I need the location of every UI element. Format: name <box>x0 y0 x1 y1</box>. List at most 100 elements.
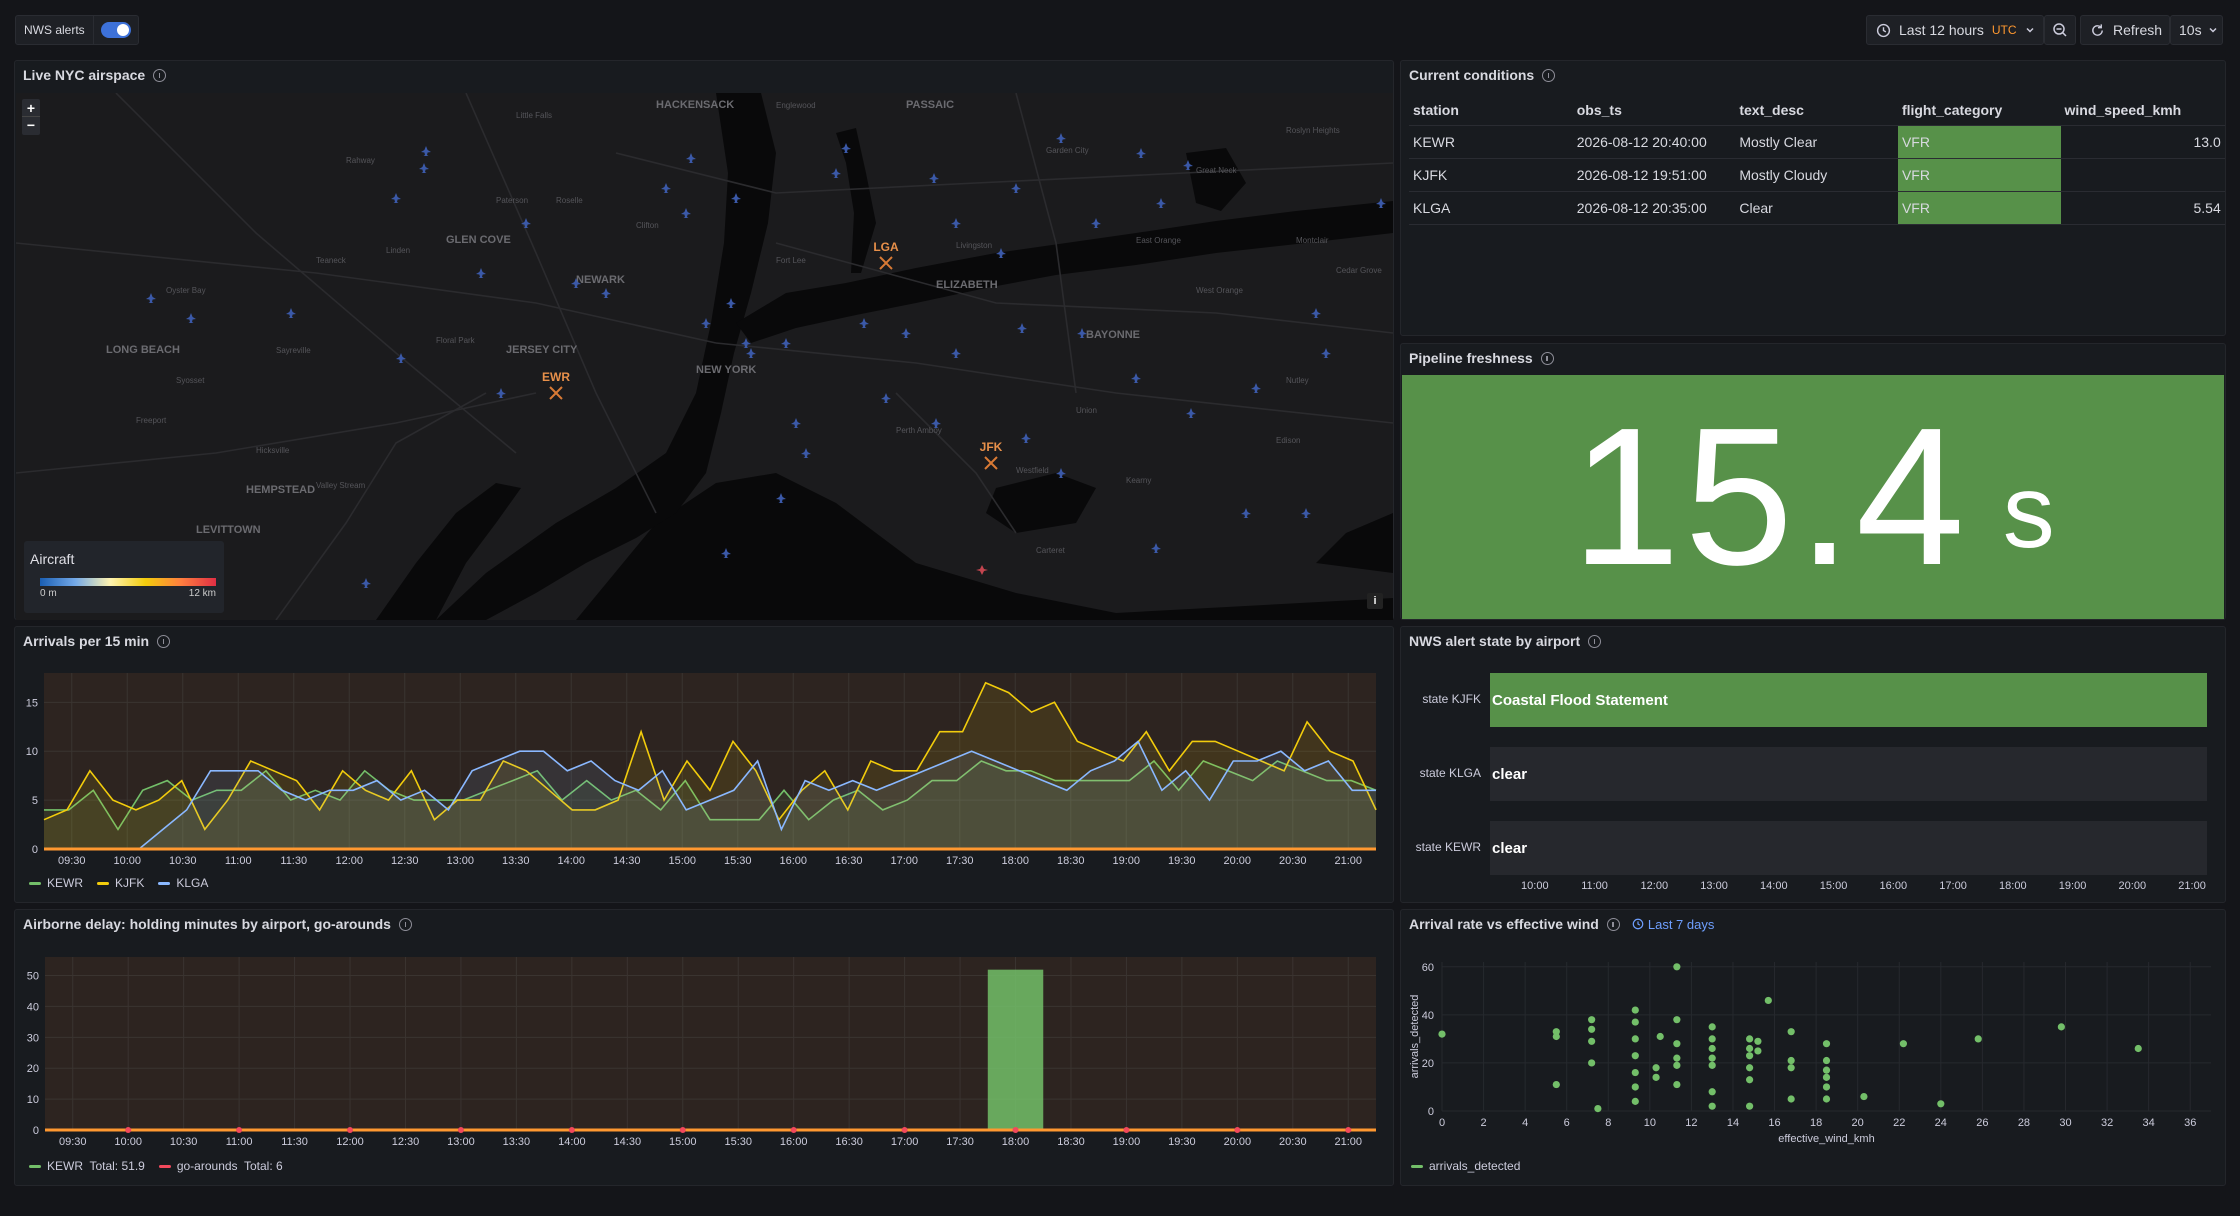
series-line <box>43 681 1377 831</box>
x-tick-label: 13:00 <box>446 855 474 867</box>
aircraft-marker <box>776 493 786 503</box>
x-tick-label: 13:00 <box>1700 880 1728 892</box>
x-tick-label: 19:00 <box>1113 1136 1141 1148</box>
legend-item-klga[interactable]: KLGA <box>158 876 208 890</box>
scatter-point <box>1673 1054 1681 1062</box>
column-header[interactable]: flight_category <box>1897 95 2061 126</box>
y-tick-label: 10 <box>26 746 38 758</box>
info-icon[interactable] <box>157 634 171 648</box>
scatter-point <box>1746 1044 1754 1053</box>
panel-title-text: Current conditions <box>1409 67 1535 83</box>
state-row-label: state KLGA <box>1419 766 1481 780</box>
road <box>16 242 717 344</box>
aircraft-marker <box>1056 133 1066 143</box>
column-header[interactable]: station <box>1409 95 1573 126</box>
x-tick-label: 4 <box>1522 1117 1528 1129</box>
refresh-interval-picker[interactable]: 10s <box>2170 15 2223 45</box>
place-label: Hicksville <box>256 446 290 455</box>
x-tick-label: 19:00 <box>1112 855 1140 867</box>
arrivals-chart[interactable]: 0 5 10 15 09:30 10:00 10:30 11:00 11:30 12:00 12:3… <box>15 627 1395 904</box>
scatter-point <box>1708 1035 1716 1043</box>
info-icon[interactable] <box>1540 351 1554 365</box>
aircraft-marker <box>801 448 811 458</box>
scatter-point <box>1860 1092 1868 1101</box>
legend-item-arrivals-detected[interactable]: arrivals_detected <box>1411 1159 1520 1173</box>
x-tick-label: 20:00 <box>1224 1136 1252 1148</box>
aircraft-marker <box>1186 408 1196 418</box>
map-canvas[interactable]: HACKENSACK Englewood Little Falls PASSAIC Pa… <box>16 93 1393 620</box>
legend-item-kewr[interactable]: KEWR Total: 51.9 <box>29 1159 145 1173</box>
series-line <box>44 759 1377 831</box>
refresh-interval-value: 10s <box>2179 22 2202 38</box>
cell-text-desc: Mostly Cloudy <box>1735 158 1898 192</box>
airport-label: JFK <box>980 440 1003 454</box>
x-tick-label: 17:30 <box>946 855 974 867</box>
column-header[interactable]: obs_ts <box>1572 95 1736 126</box>
legend-min: 0 m <box>40 588 57 599</box>
info-icon[interactable] <box>398 917 412 931</box>
info-icon[interactable] <box>1588 634 1602 648</box>
delay-chart[interactable]: 0 10 20 30 40 50 09:30 10:00 10:30 11:00 11:30 12:0… <box>15 910 1395 1187</box>
time-override-label: Last 7 days <box>1647 916 1715 932</box>
nws-alerts-toggle[interactable] <box>100 22 131 38</box>
panel-title: Arrival rate vs effective wind Last 7 da… <box>1409 916 1714 932</box>
x-tick-label: 12 <box>1685 1117 1697 1129</box>
airport-icon <box>549 386 563 400</box>
y-tick-label: 0 <box>33 1125 39 1137</box>
scatter-point <box>1746 1076 1754 1084</box>
scatter-point <box>1673 1040 1681 1048</box>
place-label: Nutley <box>1286 376 1309 385</box>
info-icon[interactable] <box>1542 68 1556 82</box>
zoom-in-button[interactable]: + <box>22 99 40 117</box>
x-tick-label: 26 <box>1976 1117 1988 1129</box>
cell-flight-category: VFR <box>1897 158 2061 192</box>
aircraft-marker <box>746 348 756 358</box>
aircraft-marker <box>601 288 611 298</box>
scatter-point <box>1631 1018 1639 1026</box>
airborne-delay-panel: Airborne delay: holding minutes by airpo… <box>14 909 1394 1186</box>
scatter-point <box>1673 963 1681 971</box>
place-label: Fort Lee <box>776 256 806 265</box>
panel-title-text: Airborne delay: holding minutes by airpo… <box>23 916 391 932</box>
place-label: Oyster Bay <box>166 286 206 295</box>
aircraft-marker <box>741 338 751 348</box>
road <box>16 392 537 474</box>
zoom-out-time-button[interactable] <box>2044 15 2076 45</box>
aircraft-marker <box>931 418 941 428</box>
state-row-kjfk[interactable]: Coastal Flood Statement <box>1490 673 2207 727</box>
legend-item-kjfk[interactable]: KJFK <box>97 876 144 890</box>
x-axis-label: effective_wind_kmh <box>1778 1133 1874 1145</box>
place-label: Roslyn Heights <box>1286 126 1340 135</box>
cell-obs-ts: 2026-08-12 20:35:00 <box>1572 191 1736 225</box>
x-tick-label: 10:30 <box>170 1136 198 1148</box>
x-tick-label: 22 <box>1893 1117 1905 1129</box>
x-tick-label: 12:00 <box>336 1136 364 1148</box>
y-tick-label: 20 <box>1422 1058 1434 1070</box>
refresh-button[interactable]: Refresh <box>2080 15 2170 45</box>
scatter-point <box>1631 1083 1639 1091</box>
stat-box: 15.4 s <box>1402 375 2224 619</box>
state-row-kewr[interactable]: clear <box>1490 821 2207 875</box>
state-row-klga[interactable]: clear <box>1490 747 2207 801</box>
x-tick-label: 19:30 <box>1168 1136 1196 1148</box>
legend-item-go-arounds[interactable]: go-arounds Total: 6 <box>158 1159 283 1173</box>
chevron-down-icon <box>2209 27 2217 33</box>
info-icon[interactable] <box>153 68 167 82</box>
info-icon[interactable] <box>1606 917 1620 931</box>
zoom-out-button[interactable]: − <box>26 117 36 133</box>
x-tick-label: 17:30 <box>946 1136 974 1148</box>
scatter-point <box>1787 1064 1795 1072</box>
airport-label: EWR <box>542 370 570 384</box>
scatter-point <box>1588 1037 1596 1045</box>
nws-state-panel: NWS alert state by airport state KJFK Co… <box>1400 626 2226 903</box>
column-header[interactable]: wind_speed_kmh <box>2060 95 2225 126</box>
attribution-button[interactable]: i <box>1367 593 1383 609</box>
scatter-point <box>1754 1037 1762 1045</box>
legend-item-kewr[interactable]: KEWR <box>29 876 83 890</box>
column-header[interactable]: text_desc <box>1735 95 1898 126</box>
place-label: Westfield <box>1016 466 1049 475</box>
scatter-point <box>1438 1030 1446 1038</box>
aircraft-marker <box>1156 198 1166 208</box>
time-picker[interactable]: Last 12 hours UTC <box>1866 15 2044 45</box>
